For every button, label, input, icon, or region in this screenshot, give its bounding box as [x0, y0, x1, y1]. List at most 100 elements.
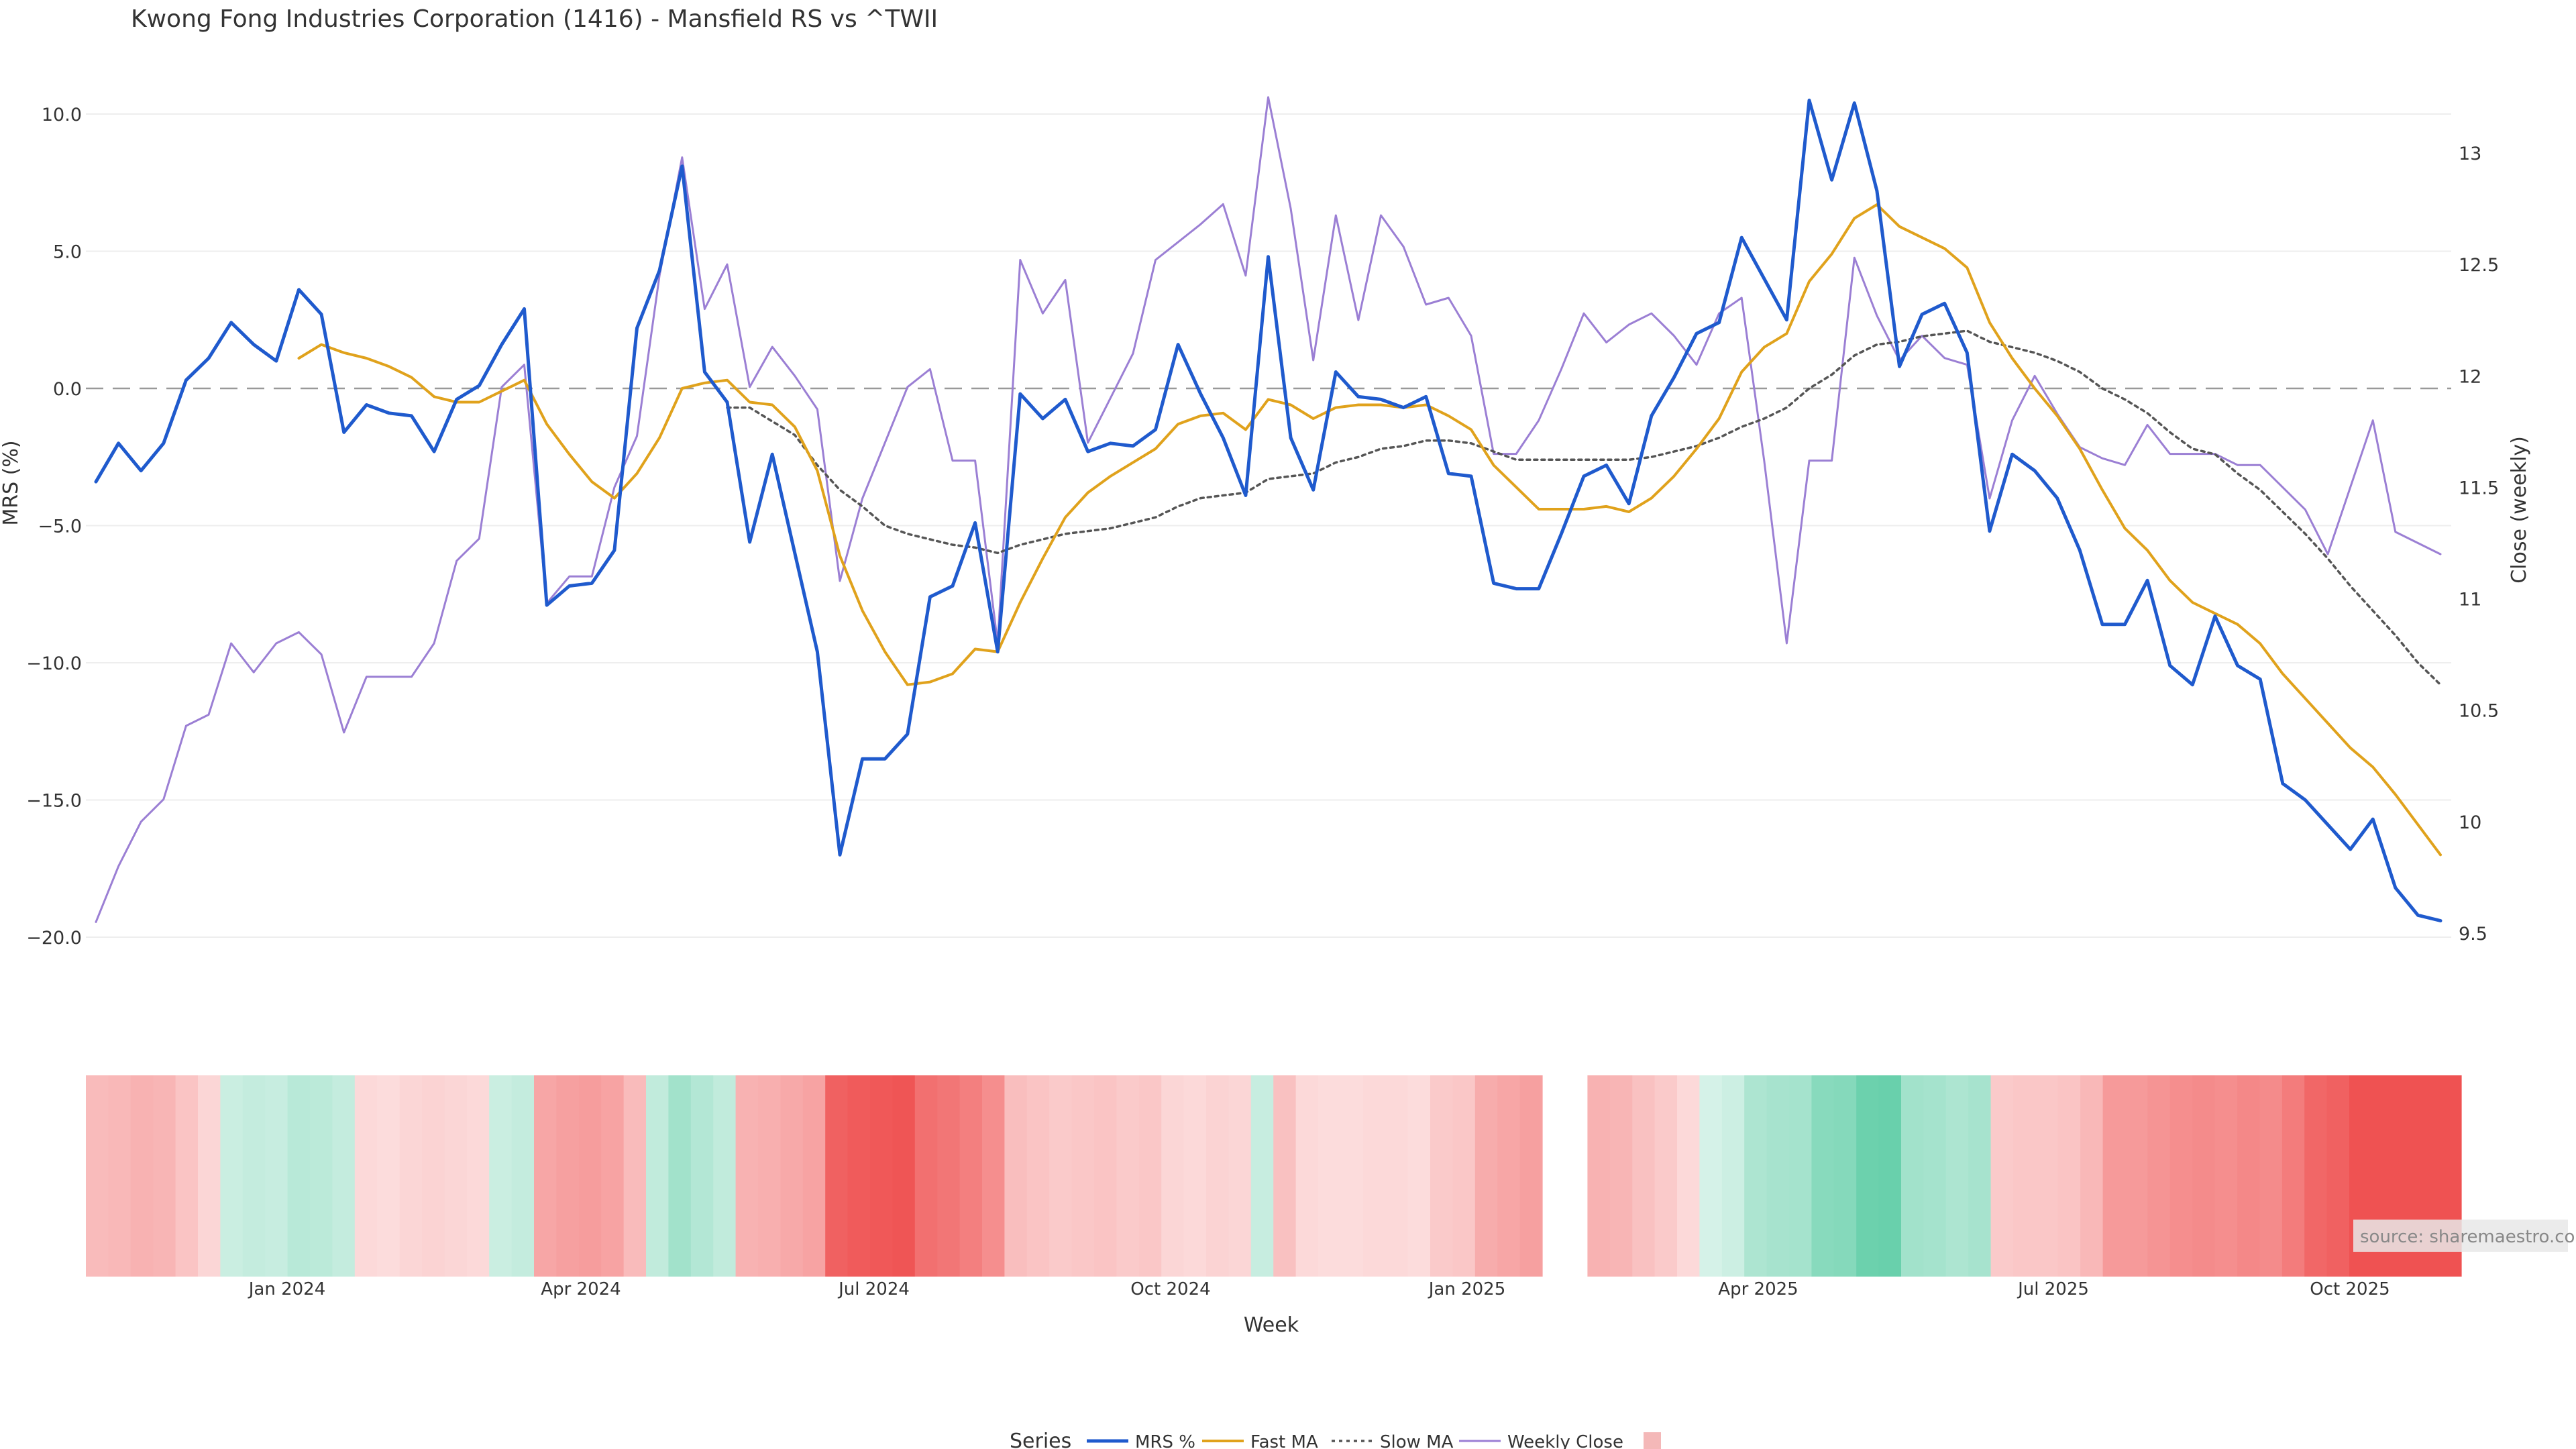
- heatmap-cell: [265, 1075, 288, 1277]
- heatmap-cell: [444, 1075, 468, 1277]
- heatmap-cell: [534, 1075, 557, 1277]
- heatmap-cell: [892, 1075, 916, 1277]
- heatmap-cell: [1295, 1075, 1319, 1277]
- heatmap-cell: [1026, 1075, 1050, 1277]
- heatmap-cell: [1654, 1075, 1678, 1277]
- heatmap-cell: [1990, 1075, 2014, 1277]
- heatmap-cell: [2237, 1075, 2260, 1277]
- heatmap-cell: [1452, 1075, 1476, 1277]
- heatmap-cell: [466, 1075, 490, 1277]
- legend-title: Series: [1010, 1430, 1071, 1449]
- heatmap-cell: [735, 1075, 759, 1277]
- heatmap-cell: [2013, 1075, 2036, 1277]
- heatmap-cell: [847, 1075, 871, 1277]
- heatmap-cell: [601, 1075, 625, 1277]
- heatmap-cell: [1901, 1075, 1924, 1277]
- heatmap-cell: [489, 1075, 513, 1277]
- y2-axis-tick-labels: 13 12.5 12 11.5 11 10.5 10 9.5: [2459, 144, 2499, 945]
- heatmap-cell: [2057, 1075, 2081, 1277]
- heatmap-cell: [287, 1075, 311, 1277]
- y-axis-tick-labels: 10.0 5.0 0.0 −5.0 −10.0 −15.0 −20.0: [26, 105, 82, 949]
- heatmap-cell: [2125, 1075, 2148, 1277]
- heatmap-cell: [1273, 1075, 1297, 1277]
- source-text: source: sharemaestro.com: [2360, 1227, 2576, 1247]
- heatmap-cell: [1721, 1075, 1745, 1277]
- heatmap-cell: [1094, 1075, 1117, 1277]
- y2-tick-label: 9.5: [2459, 924, 2487, 945]
- y-tick-label: −15.0: [26, 791, 82, 812]
- heatmap-cell: [959, 1075, 983, 1277]
- heatmap-cell: [1183, 1075, 1207, 1277]
- heatmap-cell: [623, 1075, 647, 1277]
- heatmap-cell: [1362, 1075, 1386, 1277]
- heatmap-cell: [399, 1075, 423, 1277]
- heatmap-cell: [1318, 1075, 1341, 1277]
- legend-label: Weekly Close: [1507, 1432, 1623, 1449]
- heatmap-cell: [578, 1075, 602, 1277]
- heatmap-cell: [2080, 1075, 2104, 1277]
- legend-label: MRS %: [1135, 1432, 1195, 1449]
- heatmap-cell: [1250, 1075, 1274, 1277]
- heatmap-cell: [1206, 1075, 1229, 1277]
- heatmap-cell: [1340, 1075, 1364, 1277]
- heatmap-cell: [1923, 1075, 1947, 1277]
- heatmap-cell: [780, 1075, 804, 1277]
- heatmap-cell: [198, 1075, 221, 1277]
- y-tick-label: −20.0: [26, 928, 82, 949]
- heatmap-cell: [1789, 1075, 1812, 1277]
- heatmap-cell: [2326, 1075, 2350, 1277]
- x-tick-label: Jul 2024: [837, 1279, 910, 1299]
- source-badge-bg: [2353, 1220, 2568, 1252]
- heatmap-cell: [2282, 1075, 2305, 1277]
- y2-tick-label: 10.5: [2459, 701, 2499, 722]
- heatmap-cell: [1161, 1075, 1185, 1277]
- chart-title: Kwong Fong Industries Corporation (1416)…: [131, 5, 938, 33]
- heatmap-cell: [332, 1075, 356, 1277]
- heatmap-cell: [870, 1075, 893, 1277]
- heatmap-cell: [1519, 1075, 1543, 1277]
- y2-axis-label: Close (weekly): [2508, 436, 2531, 584]
- heatmap-cell: [511, 1075, 535, 1277]
- heatmap-cell: [1385, 1075, 1409, 1277]
- x-tick-label: Jul 2025: [2017, 1279, 2089, 1299]
- heatmap-cell: [310, 1075, 333, 1277]
- legend-swatch-heatmap: [1644, 1432, 1661, 1449]
- legend-label: Fast MA: [1250, 1432, 1318, 1449]
- heatmap-cell: [1138, 1075, 1162, 1277]
- heatmap-cell: [1407, 1075, 1431, 1277]
- heatmap-cell: [2259, 1075, 2283, 1277]
- heatmap-cell: [1766, 1075, 1790, 1277]
- heatmap-cell: [1968, 1075, 1992, 1277]
- heatmap-cell: [2214, 1075, 2238, 1277]
- heatmap-cell: [1677, 1075, 1700, 1277]
- series-line-weekly-close: [95, 96, 2442, 923]
- heatmap-cell: [802, 1075, 826, 1277]
- x-tick-label: Apr 2024: [541, 1279, 621, 1299]
- x-tick-label: Jan 2024: [248, 1279, 326, 1299]
- series-lines: [94, 96, 2443, 923]
- heatmap-cell: [1744, 1075, 1768, 1277]
- heatmap-cell: [242, 1075, 266, 1277]
- series-line-fast-ma: [297, 203, 2442, 857]
- gridlines: [86, 113, 2451, 938]
- heatmap-cell: [1945, 1075, 1969, 1277]
- heatmap-cell: [1833, 1075, 1857, 1277]
- heatmap-cell: [377, 1075, 400, 1277]
- series-line-slow-ma: [726, 329, 2442, 686]
- heatmap-cell: [1609, 1075, 1633, 1277]
- y2-tick-label: 12.5: [2459, 255, 2499, 276]
- heatmap-cell: [914, 1075, 938, 1277]
- heatmap-cell: [1811, 1075, 1835, 1277]
- heatmap-cell: [2035, 1075, 2059, 1277]
- heatmap-cell: [1116, 1075, 1140, 1277]
- y-axis-label: MRS (%): [0, 440, 23, 525]
- x-tick-label: Oct 2024: [1130, 1279, 1210, 1299]
- heatmap-cell: [646, 1075, 669, 1277]
- heatmap-cell: [1632, 1075, 1656, 1277]
- x-axis-label: Week: [1244, 1313, 1299, 1337]
- y2-tick-label: 10: [2459, 812, 2481, 833]
- heatmap-cell: [668, 1075, 692, 1277]
- heatmap-cell: [1878, 1075, 1902, 1277]
- y-tick-label: 5.0: [53, 242, 82, 263]
